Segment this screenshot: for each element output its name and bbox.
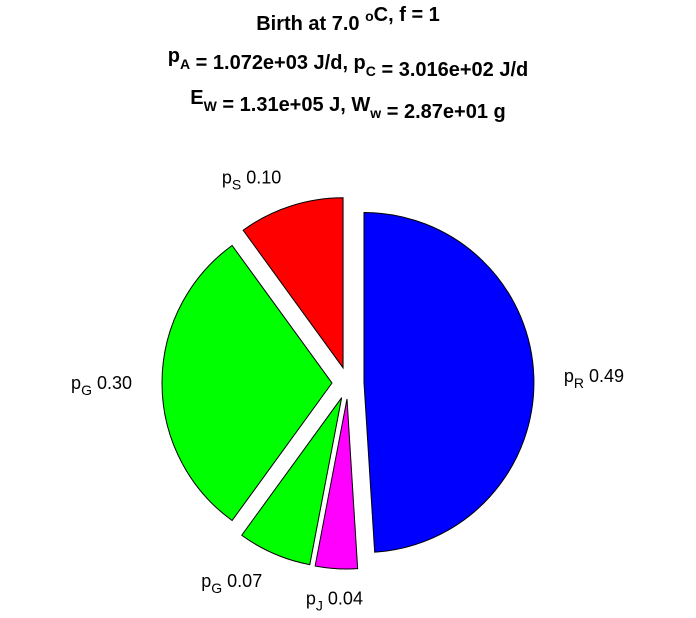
pie-slice-4 xyxy=(161,244,333,522)
slice-label-1: pR 0.49 xyxy=(564,366,624,391)
slice-labels: pR 0.49 pJ 0.04 pG 0.07 pG 0.30 pS 0.10 xyxy=(71,168,624,614)
slice-label-4: pG 0.30 xyxy=(71,373,132,398)
title-line-1: Birth at 7.0 oC, f = 1 xyxy=(256,4,440,35)
pie-slice-3 xyxy=(241,397,343,566)
title-line-3: EW = 1.31e+05 J, Ww = 2.87e+01 g xyxy=(190,87,505,123)
pie-slices xyxy=(161,197,535,570)
slice-label-2: pJ 0.04 xyxy=(306,589,363,614)
chart-title: Birth at 7.0 oC, f = 1 pA = 1.072e+03 J/d… xyxy=(168,4,529,123)
title-line-2: pA = 1.072e+03 J/d, pC = 3.016e+02 J/d xyxy=(168,45,529,81)
pie-slice-2 xyxy=(314,398,359,570)
pie-slice-1 xyxy=(363,211,535,553)
slice-label-5: pS 0.10 xyxy=(222,168,281,193)
pie-slice-5 xyxy=(242,197,344,370)
slice-label-3: pG 0.07 xyxy=(201,571,262,596)
